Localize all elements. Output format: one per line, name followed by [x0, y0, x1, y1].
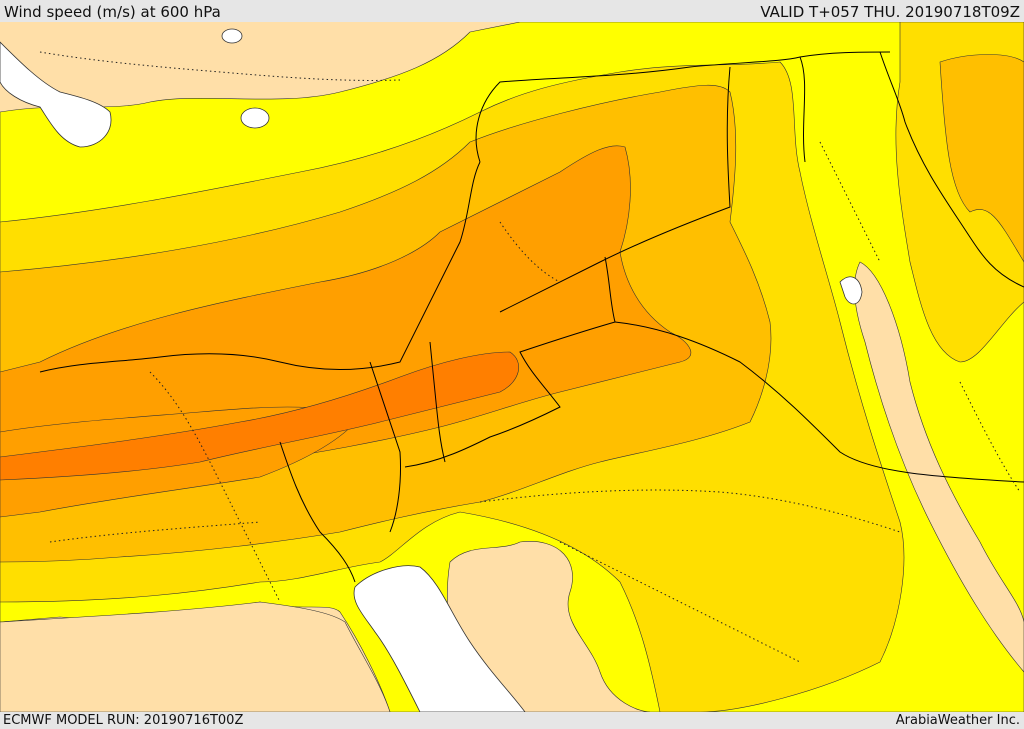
country-borders	[39, 51, 1024, 583]
brand-credit: ArabiaWeather Inc.	[895, 713, 1020, 728]
band-light-southwest	[0, 601, 391, 712]
footer-bar: ECMWF MODEL RUN: 20190716T00Z ArabiaWeat…	[0, 712, 1024, 729]
header-bar: Wind speed (m/s) at 600 hPa VALID T+057 …	[0, 0, 1024, 22]
water-lake	[240, 107, 270, 129]
water-island	[221, 28, 243, 44]
model-run: ECMWF MODEL RUN: 20190716T00Z	[3, 713, 244, 728]
band-amber-east	[939, 54, 1024, 263]
wind-speed-map	[0, 22, 1024, 712]
water-gulf	[839, 276, 863, 305]
band-deep	[0, 351, 519, 481]
internal-boundaries	[39, 51, 1021, 663]
water-aegean	[0, 41, 112, 148]
water-red-sea	[353, 565, 526, 712]
map-title: Wind speed (m/s) at 600 hPa	[4, 3, 221, 21]
valid-time: VALID T+057 THU. 20190718T09Z	[760, 3, 1020, 21]
